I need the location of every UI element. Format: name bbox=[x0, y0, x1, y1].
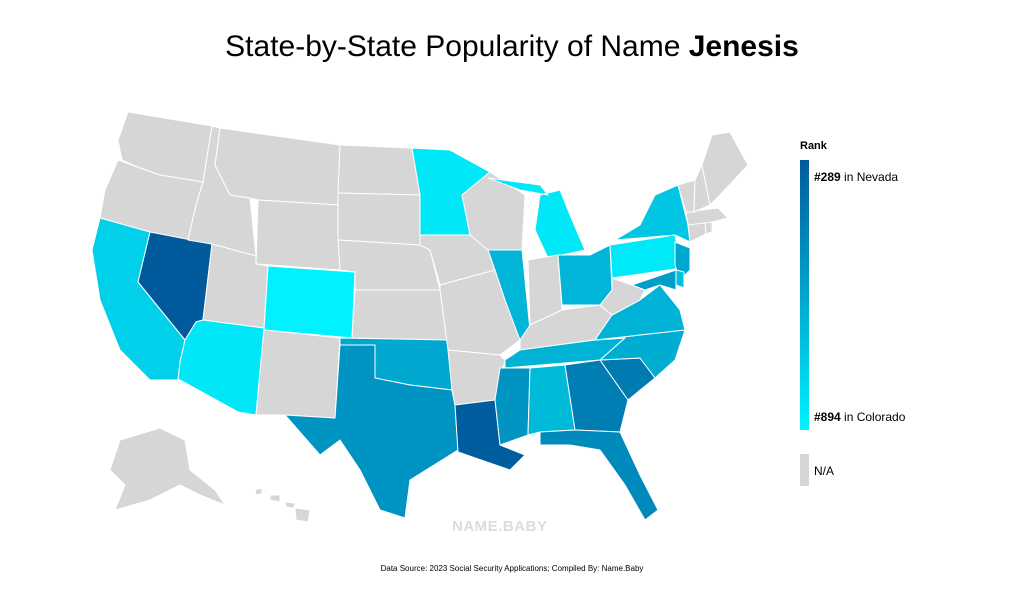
state-MA[interactable] bbox=[685, 207, 729, 226]
state-ND[interactable] bbox=[337, 144, 421, 196]
legend-title: Rank bbox=[800, 140, 827, 152]
state-MI[interactable] bbox=[487, 177, 586, 259]
state-AZ[interactable] bbox=[177, 319, 265, 416]
page-title: State-by-State Popularity of Name Jenesi… bbox=[0, 30, 1024, 64]
legend-top-rank: #289 bbox=[814, 170, 841, 184]
data-source: Data Source: 2023 Social Security Applic… bbox=[380, 564, 644, 573]
state-WY[interactable] bbox=[255, 199, 341, 271]
state-MS[interactable] bbox=[494, 367, 531, 446]
legend-top-state: in Nevada bbox=[840, 170, 899, 184]
state-DE[interactable] bbox=[675, 269, 685, 289]
legend-bottom-rank: #894 bbox=[814, 410, 841, 424]
title-prefix: State-by-State Popularity of Name bbox=[225, 30, 689, 63]
state-MT[interactable] bbox=[214, 127, 341, 206]
state-NY[interactable] bbox=[614, 184, 691, 243]
state-AK[interactable] bbox=[109, 427, 226, 511]
state-NC[interactable] bbox=[594, 329, 686, 379]
legend-na-label: N/A bbox=[814, 464, 835, 478]
legend-gradient bbox=[800, 160, 809, 430]
state-KS[interactable] bbox=[351, 289, 449, 341]
title-name: Jenesis bbox=[688, 30, 799, 63]
state-SD[interactable] bbox=[337, 192, 421, 246]
legend-na-swatch bbox=[800, 454, 809, 486]
state-TX[interactable] bbox=[284, 344, 459, 519]
legend-top-label: #289 in Nevada bbox=[814, 170, 898, 184]
state-RI[interactable] bbox=[704, 221, 713, 235]
state-CO[interactable] bbox=[263, 265, 356, 339]
legend-bottom-state: in Colorado bbox=[840, 410, 906, 424]
watermark-logo: NAME.BABY bbox=[452, 518, 548, 535]
state-HI[interactable] bbox=[254, 487, 311, 523]
state-MD[interactable] bbox=[631, 269, 677, 291]
state-FL[interactable] bbox=[539, 429, 659, 521]
state-NM[interactable] bbox=[255, 329, 341, 419]
legend: Rank #289 in Nevada #894 in Colorado N/A bbox=[800, 140, 1000, 486]
legend-bottom-label: #894 in Colorado bbox=[814, 410, 905, 424]
state-WI[interactable] bbox=[461, 171, 526, 251]
state-ME[interactable] bbox=[701, 131, 749, 206]
